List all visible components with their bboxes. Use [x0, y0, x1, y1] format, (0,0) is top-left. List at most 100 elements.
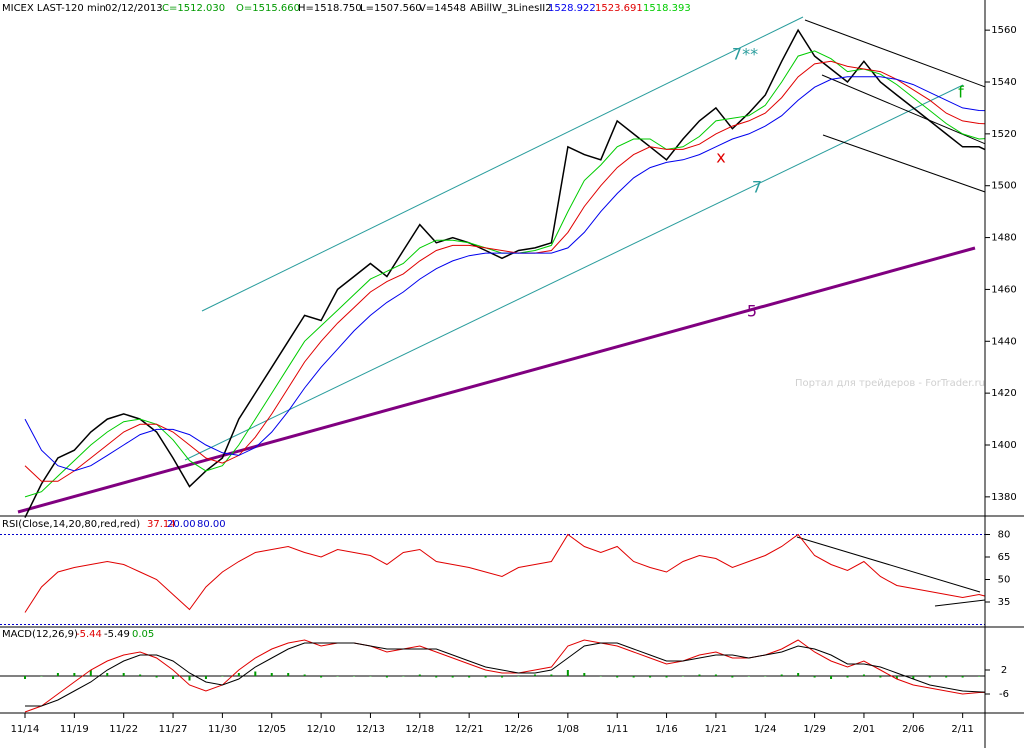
histogram-bar [698, 674, 701, 676]
readout: 37.14 [147, 519, 176, 530]
histogram-bar [714, 674, 717, 676]
readout: -5.44 [76, 629, 102, 640]
x-tick-label: 1/21 [705, 724, 727, 735]
x-tick-label: 1/24 [754, 724, 776, 735]
histogram-bar [830, 676, 833, 679]
panel-title: MACD(12,26,9) [2, 629, 78, 640]
histogram-bar [221, 676, 224, 677]
histogram-bar [89, 670, 92, 676]
histogram-bar [287, 673, 290, 676]
x-tick-label: 12/10 [307, 724, 336, 735]
watermark: Портал для трейдеров - ForTrader.ru [795, 378, 985, 389]
line-value: 1518.393 [643, 3, 691, 14]
histogram-bar [155, 676, 158, 678]
histogram-bar [731, 676, 734, 678]
date: 02/12/2013 [105, 3, 163, 14]
x-tick-label: 11/22 [109, 724, 138, 735]
y-tick-label: 1440 [991, 336, 1016, 347]
x-tick-label: 2/01 [853, 724, 875, 735]
histogram-bar [978, 676, 981, 677]
histogram-bar [928, 676, 931, 678]
series-line [24, 76, 985, 472]
histogram-bar [188, 676, 191, 681]
x-tick-label: 11/19 [60, 724, 89, 735]
histogram-bar [172, 676, 175, 679]
histogram-bar [24, 676, 26, 679]
y-tick-label: 1400 [991, 440, 1016, 451]
x-tick-label: 12/05 [257, 724, 286, 735]
histogram-bar [402, 676, 405, 677]
series-line [24, 60, 985, 482]
y-tick-label: 1480 [991, 233, 1016, 244]
y-tick-label: 2 [1001, 665, 1007, 676]
trend-line [796, 536, 981, 593]
histogram-bar [501, 676, 504, 678]
histogram-bar [764, 676, 767, 677]
histogram-bar [336, 676, 339, 677]
x-tick-label: 1/16 [655, 724, 677, 735]
histogram-bar [616, 676, 619, 678]
x-tick-label: 12/13 [356, 724, 385, 735]
readout: 0.05 [132, 629, 154, 640]
histogram-bar [139, 674, 142, 676]
x-tick-label: 2/11 [951, 724, 973, 735]
x-tick-label: 11/14 [11, 724, 40, 735]
histogram-bar [254, 671, 257, 676]
trend-line [804, 19, 985, 88]
histogram-bar [747, 676, 750, 677]
open: O=1515.660 [236, 3, 300, 14]
histogram-bar [780, 674, 783, 676]
x-tick-label: 12/18 [405, 724, 434, 735]
line-value: 1523.691 [595, 3, 643, 14]
y-tick-label: 1540 [991, 77, 1016, 88]
histogram-bar [813, 676, 816, 678]
line-value: 1528.922 [548, 3, 596, 14]
low: L=1507.560 [360, 3, 422, 14]
y-tick-label: 1380 [991, 492, 1016, 503]
x-tick-label: 1/29 [803, 724, 825, 735]
histogram-bar [895, 676, 898, 679]
y-tick-label: 1560 [991, 25, 1016, 36]
series-line [25, 642, 985, 707]
histogram-bar [846, 676, 849, 678]
histogram-bar [797, 673, 800, 676]
plot-area [0, 16, 985, 713]
histogram-bar [451, 676, 454, 678]
trend-line [201, 16, 804, 312]
histogram-bar [961, 676, 964, 678]
x-tick-label: 11/27 [159, 724, 188, 735]
trend-line [822, 134, 985, 193]
histogram-bar [106, 673, 109, 676]
readout: 80.00 [197, 519, 226, 530]
annotation: 7 [752, 178, 762, 197]
histogram-bar [484, 676, 487, 678]
histogram-bar [566, 670, 569, 676]
annotation: f [958, 83, 964, 102]
readout: -5.49 [104, 629, 130, 640]
series-line [24, 533, 985, 613]
histogram-bar [369, 676, 372, 677]
high: H=1518.750 [298, 3, 362, 14]
histogram-bar [649, 676, 652, 678]
symbol: MICEX LAST-120 min [2, 3, 106, 14]
trend-line [934, 599, 985, 607]
y-tick-label: 50 [998, 575, 1011, 586]
histogram-bar [879, 676, 882, 678]
y-tick-label: 80 [998, 530, 1011, 541]
y-tick-label: 65 [998, 552, 1011, 563]
y-tick-label: 35 [998, 597, 1011, 608]
histogram-bar [40, 676, 43, 677]
histogram-bar [270, 673, 273, 676]
annotation: 7** [732, 45, 758, 64]
annotation: x [716, 148, 725, 167]
histogram-bar [632, 676, 635, 678]
histogram-bar [385, 676, 388, 678]
volume: V=14548 [419, 3, 466, 14]
histogram-bar [122, 673, 125, 676]
y-tick-label: 1520 [991, 129, 1016, 140]
histogram-bar [533, 674, 536, 676]
readout: 20.00 [167, 519, 196, 530]
x-tick-label: 2/06 [902, 724, 924, 735]
